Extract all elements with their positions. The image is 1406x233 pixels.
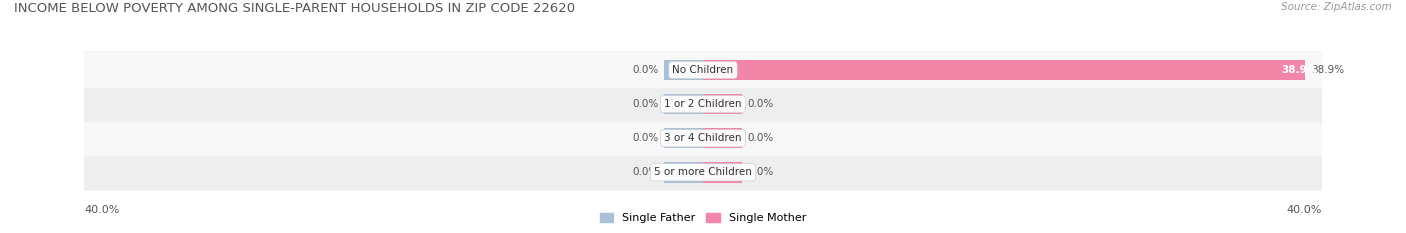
Text: 38.9%: 38.9% bbox=[1281, 65, 1317, 75]
Bar bbox=[665, 128, 703, 148]
Bar bbox=[84, 155, 1322, 189]
Bar bbox=[84, 53, 1322, 87]
Text: 40.0%: 40.0% bbox=[1286, 205, 1322, 215]
Bar bbox=[665, 94, 703, 114]
Text: INCOME BELOW POVERTY AMONG SINGLE-PARENT HOUSEHOLDS IN ZIP CODE 22620: INCOME BELOW POVERTY AMONG SINGLE-PARENT… bbox=[14, 2, 575, 15]
Text: 3 or 4 Children: 3 or 4 Children bbox=[664, 133, 742, 143]
Text: 0.0%: 0.0% bbox=[631, 65, 658, 75]
Text: 38.9%: 38.9% bbox=[1310, 65, 1344, 75]
Bar bbox=[84, 87, 1322, 121]
Text: 40.0%: 40.0% bbox=[84, 205, 120, 215]
Text: No Children: No Children bbox=[672, 65, 734, 75]
Legend: Single Father, Single Mother: Single Father, Single Mother bbox=[596, 208, 810, 227]
Bar bbox=[703, 162, 742, 182]
Text: 0.0%: 0.0% bbox=[631, 167, 658, 177]
Text: 0.0%: 0.0% bbox=[748, 99, 775, 109]
Text: 5 or more Children: 5 or more Children bbox=[654, 167, 752, 177]
Bar bbox=[703, 60, 1305, 80]
Bar bbox=[665, 60, 703, 80]
Bar bbox=[84, 121, 1322, 155]
Text: 0.0%: 0.0% bbox=[748, 133, 775, 143]
Bar bbox=[703, 128, 742, 148]
Text: 0.0%: 0.0% bbox=[631, 99, 658, 109]
Text: 1 or 2 Children: 1 or 2 Children bbox=[664, 99, 742, 109]
Text: 0.0%: 0.0% bbox=[631, 133, 658, 143]
Bar bbox=[703, 94, 742, 114]
Text: 0.0%: 0.0% bbox=[748, 167, 775, 177]
Bar bbox=[665, 162, 703, 182]
Text: Source: ZipAtlas.com: Source: ZipAtlas.com bbox=[1281, 2, 1392, 12]
